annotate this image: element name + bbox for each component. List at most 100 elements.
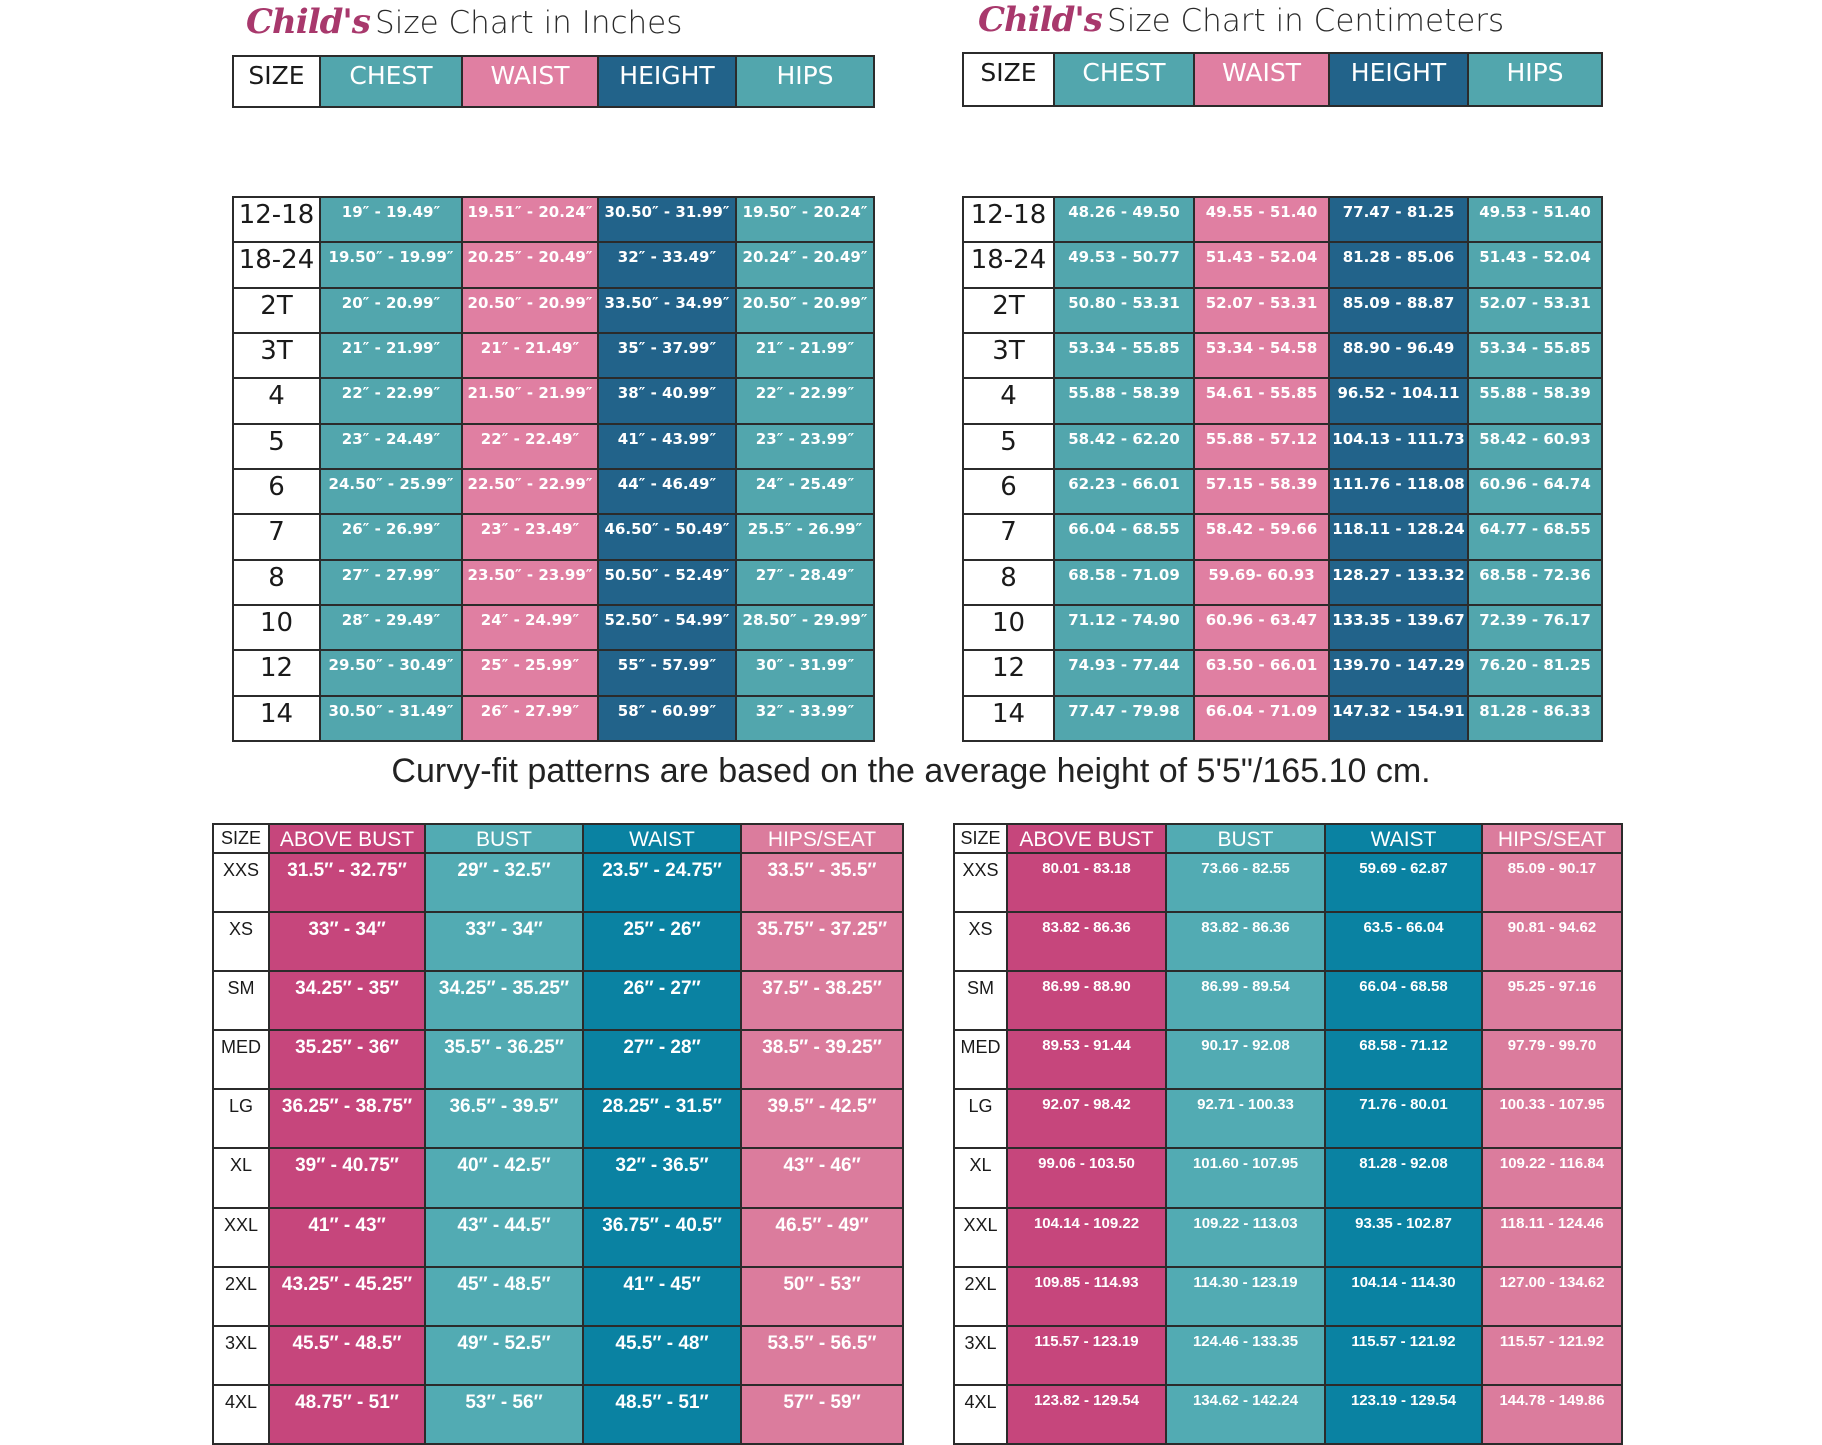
cell-above-bust: 92.07 - 98.42 xyxy=(1006,1088,1167,1150)
cell-chest: 20″ - 20.99″ xyxy=(319,286,463,334)
cell-hips-seat: 57″ - 59″ xyxy=(740,1383,904,1445)
cell-bust: 49″ - 52.5″ xyxy=(424,1324,584,1386)
cell-waist: 28.25″ - 31.5″ xyxy=(582,1088,742,1150)
cell-size: 7 xyxy=(962,513,1055,561)
cell-height: 139.70 - 147.29 xyxy=(1328,649,1469,697)
cell-height: 38″ - 40.99″ xyxy=(597,377,737,425)
cell-hips-seat: 53.5″ - 56.5″ xyxy=(740,1324,904,1386)
table-row: 2T 20″ - 20.99″ 20.50″ - 20.99″ 33.50″ - 34… xyxy=(232,286,875,334)
cell-chest: 50.80 - 53.31 xyxy=(1053,286,1195,334)
cell-waist: 54.61 - 55.85 xyxy=(1193,377,1330,425)
cell-size: 4 xyxy=(232,377,321,425)
cell-above-bust: 43.25″ - 45.25″ xyxy=(268,1265,426,1327)
cell-size: 5 xyxy=(232,422,321,470)
cell-waist: 52.07 - 53.31 xyxy=(1193,286,1330,334)
table-row: 8 68.58 - 71.09 59.69- 60.93 128.27 - 133.3… xyxy=(962,558,1603,606)
table-row: XL 99.06 - 103.50 101.60 - 107.95 81.28 - 9… xyxy=(953,1147,1623,1209)
table-row: SM 34.25″ - 35″ 34.25″ - 35.25″ 26″ - 27″ 37… xyxy=(212,970,904,1032)
cell-above-bust: 83.82 - 86.36 xyxy=(1006,911,1167,973)
col-header-above-bust: ABOVE BUST xyxy=(268,823,426,854)
cell-bust: 83.82 - 86.36 xyxy=(1165,911,1326,973)
table-row: MED 89.53 - 91.44 90.17 - 92.08 68.58 - 71.… xyxy=(953,1029,1623,1091)
cell-size: 14 xyxy=(962,694,1055,743)
cell-size: 3T xyxy=(232,331,321,380)
adult-cm-table: SIZE ABOVE BUST BUST WAIST HIPS/SEAT XXS… xyxy=(953,823,1623,1445)
cell-hips-seat: 33.5″ - 35.5″ xyxy=(740,851,904,914)
cell-waist: 55.88 - 57.12 xyxy=(1193,422,1330,470)
table-row: 12-18 48.26 - 49.50 49.55 - 51.40 77.47 - 8… xyxy=(962,195,1603,244)
col-header-height: HEIGHT xyxy=(597,55,737,108)
cell-size: 10 xyxy=(232,603,321,652)
table-row: 6 62.23 - 66.01 57.15 - 58.39 111.76 - 118.… xyxy=(962,467,1603,516)
cell-chest: 58.42 - 62.20 xyxy=(1053,422,1195,470)
cell-waist: 23.50″ - 23.99″ xyxy=(461,558,599,606)
cell-chest: 26″ - 26.99″ xyxy=(319,513,463,561)
cell-bust: 92.71 - 100.33 xyxy=(1165,1088,1326,1150)
col-header-above-bust: ABOVE BUST xyxy=(1006,823,1167,854)
cell-bust: 35.5″ - 36.25″ xyxy=(424,1029,584,1091)
cell-height: 81.28 - 85.06 xyxy=(1328,241,1469,289)
cell-bust: 73.66 - 82.55 xyxy=(1165,851,1326,914)
cell-waist: 115.57 - 121.92 xyxy=(1324,1324,1483,1386)
col-header-waist: WAIST xyxy=(582,823,742,854)
cell-chest: 30.50″ - 31.49″ xyxy=(319,694,463,743)
table-row: 2XL 109.85 - 114.93 114.30 - 123.19 104.14 … xyxy=(953,1265,1623,1327)
cell-chest: 71.12 - 74.90 xyxy=(1053,603,1195,652)
table-row: XXS 80.01 - 83.18 73.66 - 82.55 59.69 - 62.… xyxy=(953,851,1623,914)
col-header-bust: BUST xyxy=(424,823,584,854)
curvy-fit-caption: Curvy-fit patterns are based on the aver… xyxy=(391,752,1431,790)
cell-waist: 68.58 - 71.12 xyxy=(1324,1029,1483,1091)
cell-height: 133.35 - 139.67 xyxy=(1328,603,1469,652)
cell-hips-seat: 100.33 - 107.95 xyxy=(1481,1088,1623,1150)
cell-height: 128.27 - 133.32 xyxy=(1328,558,1469,606)
cell-chest: 19″ - 19.49″ xyxy=(319,195,463,244)
child-inches-title: Child's Size Chart in Inches xyxy=(246,2,682,42)
table-row: LG 36.25″ - 38.75″ 36.5″ - 39.5″ 28.25″ - 3… xyxy=(212,1088,904,1150)
table-row: 4XL 123.82 - 129.54 134.62 - 142.24 123.19 … xyxy=(953,1383,1623,1445)
cell-chest: 77.47 - 79.98 xyxy=(1053,694,1195,743)
cell-bust: 86.99 - 89.54 xyxy=(1165,970,1326,1032)
cell-hips: 20.24″ - 20.49″ xyxy=(735,241,875,289)
col-header-bust: BUST xyxy=(1165,823,1326,854)
cell-waist: 41″ - 45″ xyxy=(582,1265,742,1327)
cell-size: XL xyxy=(212,1147,270,1209)
table-row: 14 30.50″ - 31.49″ 26″ - 27.99″ 58″ - 60.99… xyxy=(232,694,875,743)
cell-hips-seat: 37.5″ - 38.25″ xyxy=(740,970,904,1032)
col-header-waist: WAIST xyxy=(1193,52,1330,107)
title-text: Size Chart in Inches xyxy=(375,5,683,41)
cell-waist: 81.28 - 92.08 xyxy=(1324,1147,1483,1209)
child-cm-title: Child's Size Chart in Centimeters xyxy=(978,0,1504,40)
table-row: 8 27″ - 27.99″ 23.50″ - 23.99″ 50.50″ - 52.… xyxy=(232,558,875,606)
col-header-hips: HIPS xyxy=(735,55,875,108)
table-row: 4 22″ - 22.99″ 21.50″ - 21.99″ 38″ - 40.99″… xyxy=(232,377,875,425)
table-row: XXL 104.14 - 109.22 109.22 - 113.03 93.35 -… xyxy=(953,1206,1623,1268)
header-row: SIZE CHEST WAIST HEIGHT HIPS xyxy=(962,52,1603,107)
cell-height: 50.50″ - 52.49″ xyxy=(597,558,737,606)
cell-chest: 48.26 - 49.50 xyxy=(1053,195,1195,244)
cell-hips: 68.58 - 72.36 xyxy=(1467,558,1603,606)
table-row: XS 33″ - 34″ 33″ - 34″ 25″ - 26″ 35.75″ - 37… xyxy=(212,911,904,973)
cell-chest: 24.50″ - 25.99″ xyxy=(319,467,463,516)
table-row: 3XL 115.57 - 123.19 124.46 - 133.35 115.57 … xyxy=(953,1324,1623,1386)
cell-chest: 19.50″ - 19.99″ xyxy=(319,241,463,289)
table-row: 2XL 43.25″ - 45.25″ 45″ - 48.5″ 41″ - 45″ 50… xyxy=(212,1265,904,1327)
cell-waist: 57.15 - 58.39 xyxy=(1193,467,1330,516)
cell-size: XS xyxy=(953,911,1008,973)
col-header-size: SIZE xyxy=(212,823,270,854)
cell-hips: 20.50″ - 20.99″ xyxy=(735,286,875,334)
cell-waist: 23″ - 23.49″ xyxy=(461,513,599,561)
cell-waist: 32″ - 36.5″ xyxy=(582,1147,742,1209)
cell-waist: 36.75″ - 40.5″ xyxy=(582,1206,742,1268)
cell-waist: 25″ - 26″ xyxy=(582,911,742,973)
cell-chest: 27″ - 27.99″ xyxy=(319,558,463,606)
cell-height: 32″ - 33.49″ xyxy=(597,241,737,289)
cell-size: 2XL xyxy=(212,1265,270,1327)
cell-above-bust: 39″ - 40.75″ xyxy=(268,1147,426,1209)
cell-waist: 93.35 - 102.87 xyxy=(1324,1206,1483,1268)
cell-chest: 29.50″ - 30.49″ xyxy=(319,649,463,697)
cell-waist: 20.50″ - 20.99″ xyxy=(461,286,599,334)
cell-hips: 49.53 - 51.40 xyxy=(1467,195,1603,244)
cell-waist: 22″ - 22.49″ xyxy=(461,422,599,470)
cell-waist: 104.14 - 114.30 xyxy=(1324,1265,1483,1327)
cell-bust: 36.5″ - 39.5″ xyxy=(424,1088,584,1150)
